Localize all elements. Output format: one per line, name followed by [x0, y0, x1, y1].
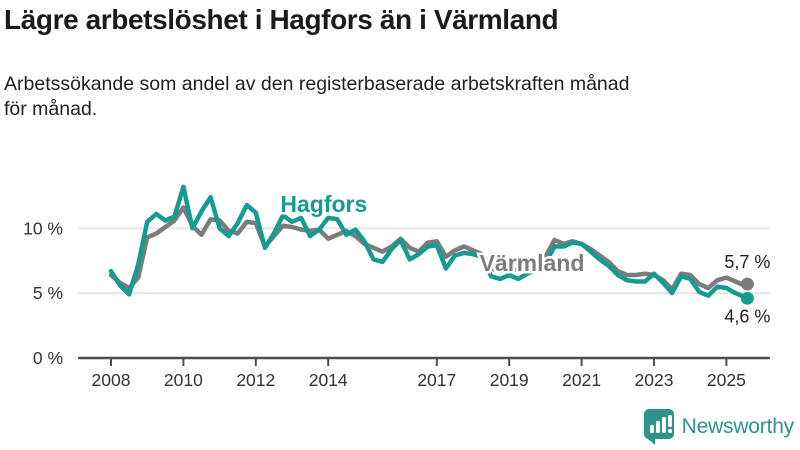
y-tick-label: 0 %	[33, 348, 63, 368]
end-value-label-hagfors: 4,6 %	[724, 306, 770, 326]
newsworthy-logo-icon	[643, 409, 674, 445]
x-tick-label: 2014	[309, 370, 348, 390]
series-label-värmland: Värmland	[480, 250, 585, 276]
end-dot-hagfors	[740, 291, 754, 305]
exclamation-bar	[667, 415, 672, 427]
chart-title: Lägre arbetslöshet i Hagfors än i Värmla…	[4, 4, 559, 35]
x-tick-label: 2017	[417, 370, 456, 390]
bar-small	[649, 425, 654, 433]
x-tick-label: 2023	[635, 370, 674, 390]
bar-tall	[661, 417, 666, 433]
x-tick-label: 2010	[164, 370, 203, 390]
chart-subtitle: Arbetssökande som andel av den registerb…	[4, 73, 630, 120]
x-tick-label: 2008	[92, 370, 131, 390]
x-tick-label: 2025	[707, 370, 746, 390]
y-tick-label: 10 %	[23, 218, 63, 238]
end-dot-värmland	[740, 277, 754, 291]
bar-medium	[655, 421, 660, 433]
series-label-hagfors: Hagfors	[280, 191, 367, 217]
series-line-hagfors	[108, 184, 750, 301]
x-tick-label: 2021	[562, 370, 601, 390]
newsworthy-branding: Newsworthy	[643, 408, 794, 446]
end-value-label-värmland: 5,7 %	[724, 252, 770, 272]
x-tick-label: 2019	[490, 370, 529, 390]
x-tick-label: 2012	[236, 370, 275, 390]
exclamation-dot	[667, 429, 672, 433]
newsworthy-logo-text: Newsworthy	[681, 415, 795, 438]
y-tick-label: 5 %	[33, 283, 63, 303]
